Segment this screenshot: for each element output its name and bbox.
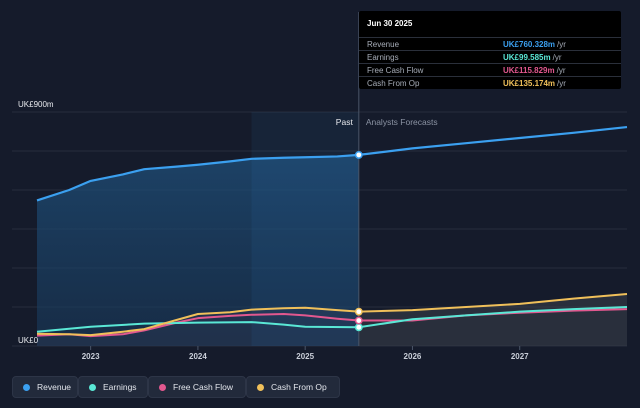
tooltip-date: Jun 30 2025 xyxy=(367,19,413,28)
tooltip-row-free-cash-flow: Free Cash Flow UK£115.829m/yr xyxy=(359,63,621,77)
forecast-label: Analysts Forecasts xyxy=(366,117,438,127)
tooltip: Jun 30 2025 Revenue UK£760.328m/yr Earni… xyxy=(359,11,621,89)
legend-dot-icon xyxy=(159,383,166,391)
legend-label: Cash From Op xyxy=(271,382,327,392)
x-tick-label: 2023 xyxy=(82,352,100,361)
legend-label: Free Cash Flow xyxy=(173,382,233,392)
tooltip-row-cash-from-op: Cash From Op UK£135.174m/yr xyxy=(359,76,621,90)
tooltip-value: UK£115.829m/yr xyxy=(503,66,566,75)
tooltip-value: UK£135.174m/yr xyxy=(503,79,566,88)
tooltip-row-revenue: Revenue UK£760.328m/yr xyxy=(359,37,621,51)
area-fills xyxy=(37,154,627,346)
marker-earnings xyxy=(354,323,363,332)
past-label: Past xyxy=(336,117,354,127)
x-tick-label: 2026 xyxy=(404,352,422,361)
tooltip-label: Earnings xyxy=(367,53,399,62)
marker-revenue xyxy=(354,150,363,159)
legend-dot-icon xyxy=(23,383,30,391)
tooltip-value: UK£99.585m/yr xyxy=(503,53,562,62)
marker-cash-from-op xyxy=(354,307,363,316)
hover-markers xyxy=(354,150,363,332)
tooltip-label: Revenue xyxy=(367,40,400,49)
series-line-revenue xyxy=(36,125,628,202)
legend-label: Revenue xyxy=(37,382,72,392)
x-tick-label: 2025 xyxy=(296,352,314,361)
series-lines xyxy=(36,125,628,338)
tooltip-label: Cash From Op xyxy=(367,79,420,88)
legend-dot-icon xyxy=(89,383,96,391)
legend-item-cash-from-op[interactable]: Cash From Op xyxy=(246,376,340,398)
legend-item-revenue[interactable]: Revenue xyxy=(12,376,78,398)
forecast-area xyxy=(358,294,627,346)
tooltip-label: Free Cash Flow xyxy=(367,66,424,75)
legend-item-earnings[interactable]: Earnings xyxy=(78,376,148,398)
series-line-cash-from-op xyxy=(36,293,628,337)
tooltip-row-earnings: Earnings UK£99.585m/yr xyxy=(359,50,621,64)
revenue-area xyxy=(37,154,359,346)
x-tick-label: 2024 xyxy=(189,352,207,361)
legend-dot-icon xyxy=(257,383,264,391)
y-axis-bottom-label: UK£0 xyxy=(18,336,39,345)
x-axis: 2023 2024 2025 2026 2027 xyxy=(82,346,529,361)
series-line-earnings xyxy=(36,306,628,333)
marker-free-cash-flow xyxy=(354,316,363,325)
past-lower-area xyxy=(37,307,359,346)
legend-item-free-cash-flow[interactable]: Free Cash Flow xyxy=(148,376,246,398)
y-axis-top-label: UK£900m xyxy=(18,100,54,109)
tooltip-value: UK£760.328m/yr xyxy=(503,40,566,49)
x-tick-label: 2027 xyxy=(511,352,529,361)
legend-label: Earnings xyxy=(103,382,137,392)
